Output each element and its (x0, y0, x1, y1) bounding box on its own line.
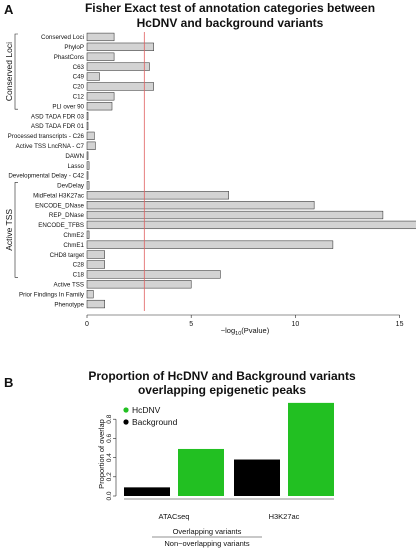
ytick-label-b-3: 0.6 (106, 434, 113, 443)
bar-a-12 (86, 151, 89, 160)
bar-b-0-1 (124, 487, 170, 496)
bar-a-24 (86, 270, 221, 279)
ytick-label-b-2: 0.4 (106, 453, 113, 462)
panel-b-letter: B (4, 375, 13, 390)
ytick-label-a-26: Prior Findings In Family (19, 291, 85, 298)
bar-a-17 (86, 201, 315, 210)
bar-a-11 (86, 141, 96, 150)
bar-a-9 (86, 121, 89, 131)
legend-marker-0 (123, 407, 129, 413)
chart-b-ylabel: Proportion of overlap (97, 419, 106, 489)
ytick-label-a-0: Conserved Loci (41, 34, 84, 41)
group-label-0: Conserved Loci (4, 42, 14, 101)
xtick-label-a-0: 0 (85, 321, 89, 328)
ytick-label-a-14: Developmental Delay - C42 (8, 173, 84, 180)
ytick-label-a-22: CHD8 target (50, 252, 85, 259)
ytick-label-a-23: C28 (73, 262, 85, 269)
bar-a-23 (86, 260, 105, 269)
chart-b-title-line2: overlapping epigenetic peaks (138, 383, 306, 397)
chart-b-xlabel-denominator: Non−overlapping variants (164, 539, 250, 548)
chart-a: Conserved Loci PhyloP PhastCons C63 C49 C20 C1… (4, 32, 416, 328)
xtick-label-a-3: 15 (396, 321, 404, 328)
chart-a-xlabel-tail: (Pvalue) (241, 326, 269, 335)
xtick-label-b-0: ATACseq (159, 512, 190, 521)
bar-a-8 (86, 111, 89, 121)
ytick-label-a-18: REP_DNase (49, 212, 85, 219)
ytick-label-a-9: ASD TADA FDR 01 (31, 123, 85, 130)
ytick-label-b-0: 0.0 (106, 491, 113, 500)
ytick-label-a-1: PhyloP (64, 44, 84, 51)
bar-a-2 (86, 52, 115, 61)
legend-marker-1 (123, 419, 129, 425)
ytick-label-a-20: ChmE2 (63, 232, 84, 239)
ytick-label-b-4: 0.8 (106, 414, 113, 423)
chart-b: 0.0 0.2 0.4 0.6 0.8 ATACseq H3K27ac HcDNV Backgr… (106, 402, 334, 521)
bar-a-4 (86, 72, 100, 81)
bar-a-0 (86, 32, 115, 42)
bar-a-10 (86, 131, 95, 140)
ytick-label-a-25: Active TSS (54, 281, 85, 288)
bar-b-1-0 (288, 402, 334, 496)
xtick-label-a-2: 10 (291, 321, 299, 328)
ytick-label-a-5: C20 (73, 84, 85, 91)
ytick-label-a-17: ENCODE_DNase (35, 202, 84, 209)
group-bracket-1 (14, 182, 18, 278)
chart-a-title-line2: HcDNV and background variants (137, 16, 324, 30)
bar-a-1 (86, 42, 154, 51)
chart-b-xlabel-numerator: Overlapping variants (173, 527, 242, 536)
bar-a-14 (86, 171, 89, 180)
chart-b-title-line1: Proportion of HcDNV and Background varia… (88, 369, 356, 383)
bar-a-26 (86, 290, 94, 299)
ytick-label-a-3: C63 (73, 64, 85, 71)
ytick-label-a-16: MidFetal H3K27ac (33, 192, 84, 199)
bar-b-1-1 (234, 459, 280, 496)
panel-a-letter: A (4, 2, 14, 17)
bar-a-7 (86, 102, 113, 111)
bar-a-15 (86, 181, 90, 190)
bar-a-18 (86, 210, 384, 220)
group-bracket-0 (14, 33, 18, 110)
legend-label-1: Background (132, 417, 178, 427)
bar-a-22 (86, 250, 105, 259)
bar-a-16 (86, 191, 229, 200)
ytick-label-a-27: Phenotype (54, 301, 84, 308)
group-label-1: Active TSS (4, 209, 14, 251)
bar-b-0-0 (178, 448, 224, 496)
bar-a-13 (86, 161, 90, 170)
chart-a-xlabel: −log10(Pvalue) (221, 326, 270, 337)
ytick-label-a-19: ENCODE_TFBS (38, 222, 84, 229)
bar-a-3 (86, 62, 150, 71)
ytick-label-a-13: Lasso (67, 163, 84, 170)
chart-a-xlabel-sub: 10 (235, 331, 241, 337)
legend-label-0: HcDNV (132, 405, 161, 415)
ytick-label-a-7: PLI over 90 (52, 103, 84, 110)
xtick-label-b-1: H3K27ac (269, 512, 300, 521)
chart-a-xlabel-main: −log (221, 326, 235, 335)
ytick-label-a-4: C49 (73, 74, 85, 81)
ytick-label-a-10: Processed transcripts - C26 (8, 133, 85, 140)
ytick-label-a-24: C18 (73, 272, 85, 279)
ytick-label-a-8: ASD TADA FDR 03 (31, 113, 85, 120)
bar-a-25 (86, 280, 192, 289)
ytick-label-a-12: DAWN (65, 153, 84, 160)
ytick-label-a-21: ChmE1 (63, 242, 84, 249)
xtick-label-a-1: 5 (189, 321, 193, 328)
ytick-label-a-2: PhastCons (54, 54, 84, 61)
ytick-label-b-1: 0.2 (106, 472, 113, 481)
bar-a-19 (86, 220, 416, 230)
ytick-label-a-6: C12 (73, 94, 85, 101)
bar-a-21 (86, 240, 334, 249)
bar-a-20 (86, 230, 90, 239)
ytick-label-a-15: DevDelay (57, 183, 85, 190)
bar-a-27 (86, 299, 105, 309)
chart-a-title-line1: Fisher Exact test of annotation categori… (85, 1, 375, 15)
bar-a-5 (86, 82, 154, 91)
ytick-label-a-11: Active TSS LncRNA - C7 (16, 143, 85, 150)
bar-a-6 (86, 92, 115, 101)
